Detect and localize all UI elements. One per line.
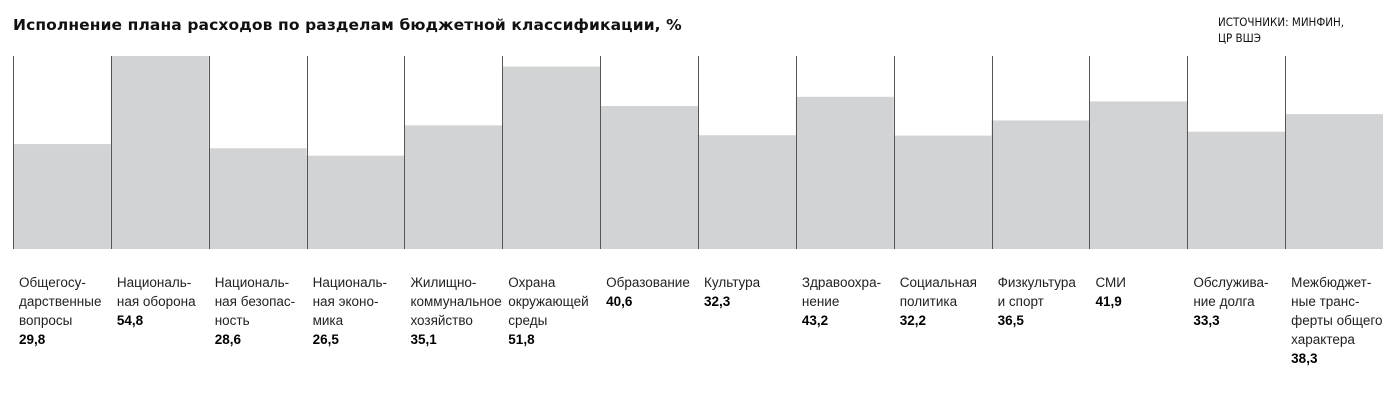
category-name: Физкультура и спорт <box>997 275 1076 309</box>
bar-8 <box>698 135 796 249</box>
source-note: ИСТОЧНИКИ: МИНФИН, ЦР ВШЭ <box>1218 14 1378 46</box>
category-name: Здравоохра- нение <box>801 275 882 309</box>
bar-1 <box>13 144 111 249</box>
chart-title: Исполнение плана расходов по разделам бю… <box>13 16 682 34</box>
bar-12 <box>1089 101 1188 249</box>
category-label-11: Физкультура и спорт 36,5 <box>998 273 1094 330</box>
value-label: 41,9 <box>1095 294 1122 309</box>
value-label: 28,6 <box>214 332 241 347</box>
bar-2 <box>110 56 209 249</box>
bar-13 <box>1187 131 1286 249</box>
value-label: 32,2 <box>899 313 927 328</box>
category-label-4: Националь- ная эконо- мика 26,5 <box>313 273 409 349</box>
source-line-1: ИСТОЧНИКИ: МИНФИН, <box>1218 15 1345 29</box>
category-name: Культура <box>704 275 761 290</box>
category-label-14: Межбюджет- ные транс- ферты общего харак… <box>1291 273 1387 368</box>
source-line-2: ЦР ВШЭ <box>1218 31 1261 45</box>
category-name: Националь- ная оборона <box>116 275 196 309</box>
category-label-3: Националь- ная безопас- ность 28,6 <box>215 273 311 349</box>
category-label-7: Образование 40,6 <box>606 273 702 311</box>
category-label-10: Социальная политика 32,2 <box>900 273 996 330</box>
category-name: Охрана окружающей среды <box>508 275 589 328</box>
category-name: Обслужива- ние долга <box>1193 275 1269 309</box>
category-label-5: Жилищно- коммунальное хозяйство 35,1 <box>410 273 506 349</box>
value-label: 35,1 <box>410 332 437 347</box>
value-label: 38,3 <box>1291 351 1318 366</box>
value-label: 32,3 <box>704 294 731 309</box>
bar-5 <box>404 125 503 249</box>
category-name: Межбюджет- ные транс- ферты общего харак… <box>1291 275 1383 347</box>
category-name: Образование <box>606 275 690 290</box>
bar-11 <box>991 120 1090 249</box>
value-label: 36,5 <box>997 313 1024 328</box>
category-name: Жилищно- коммунальное хозяйство <box>410 275 502 328</box>
value-label: 51,8 <box>508 332 535 347</box>
value-label: 33,3 <box>1193 313 1220 328</box>
category-label-6: Охрана окружающей среды 51,8 <box>508 273 604 349</box>
value-label: 43,2 <box>801 313 829 328</box>
category-label-2: Националь- ная оборона 54,8 <box>117 273 213 330</box>
category-name: Общегосу- дарственные вопросы <box>19 275 102 328</box>
category-name: Националь- ная эконо- мика <box>312 275 387 328</box>
value-label: 26,5 <box>312 332 339 347</box>
category-label-8: Культура 32,3 <box>704 273 800 311</box>
category-label-1: Общегосу- дарственные вопросы 29,8 <box>19 273 115 349</box>
category-label-9: Здравоохра- нение 43,2 <box>802 273 898 330</box>
value-label: 54,8 <box>116 313 144 328</box>
bar-10 <box>893 135 992 249</box>
bar-7 <box>600 106 699 249</box>
bar-9 <box>795 96 894 250</box>
category-label-13: Обслужива- ние долга 33,3 <box>1193 273 1289 330</box>
value-label: 29,8 <box>19 332 46 347</box>
category-label-12: СМИ 41,9 <box>1095 273 1191 311</box>
bar-3 <box>208 148 307 249</box>
bar-14 <box>1285 114 1384 249</box>
value-label: 40,6 <box>606 294 633 309</box>
bar-6 <box>502 66 601 249</box>
category-name: Националь- ная безопас- ность <box>214 275 296 328</box>
category-name: Социальная политика <box>899 275 977 309</box>
bar-4 <box>306 155 405 249</box>
category-name: СМИ <box>1095 275 1126 290</box>
